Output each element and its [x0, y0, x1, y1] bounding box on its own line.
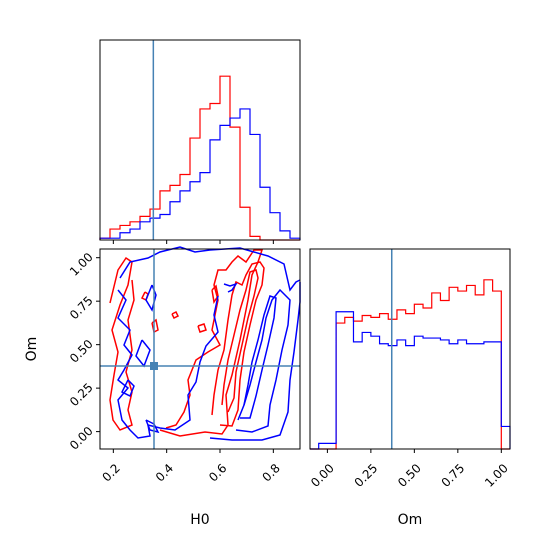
h0-hist-series [99, 40, 301, 241]
contour-blue-outer [119, 246, 301, 292]
contour-blue-main-outer [209, 282, 301, 441]
contour-blue-left [117, 289, 219, 439]
contour-red-main-core [221, 269, 259, 413]
contour-red-island-b [171, 310, 180, 320]
om-hist-xlabel: Om [398, 512, 423, 528]
truth-marker [150, 362, 158, 370]
panel-h0-hist [99, 39, 301, 244]
panel-om-hist-frame [309, 248, 511, 450]
panel-joint: 0.2 0.4 0.6 0.80.000.250.500.751.00 H0 Om [24, 246, 301, 528]
h0-hist-series-1 [99, 108, 301, 240]
panel-joint-frame [99, 248, 301, 450]
om-hist-series [310, 249, 511, 450]
om-hist-series-1 [310, 311, 511, 450]
joint-ylabel: Om [24, 337, 40, 362]
contour-blue-main-inner [240, 295, 277, 419]
contour-blue-core-e [223, 282, 238, 293]
contour-red-main-inner [211, 261, 265, 427]
contour-blue-core-d [145, 419, 160, 434]
contour-blue-main-mid [235, 288, 291, 433]
h0-hist-ticks [112, 240, 274, 244]
contour-blue-core-c [120, 379, 135, 398]
contour-red-island-c [197, 323, 207, 333]
contour-set-blue [117, 246, 301, 441]
joint-xlabel: H0 [190, 512, 209, 528]
h0-hist-series-0 [99, 75, 300, 241]
panel-h0-hist-frame [99, 39, 301, 241]
